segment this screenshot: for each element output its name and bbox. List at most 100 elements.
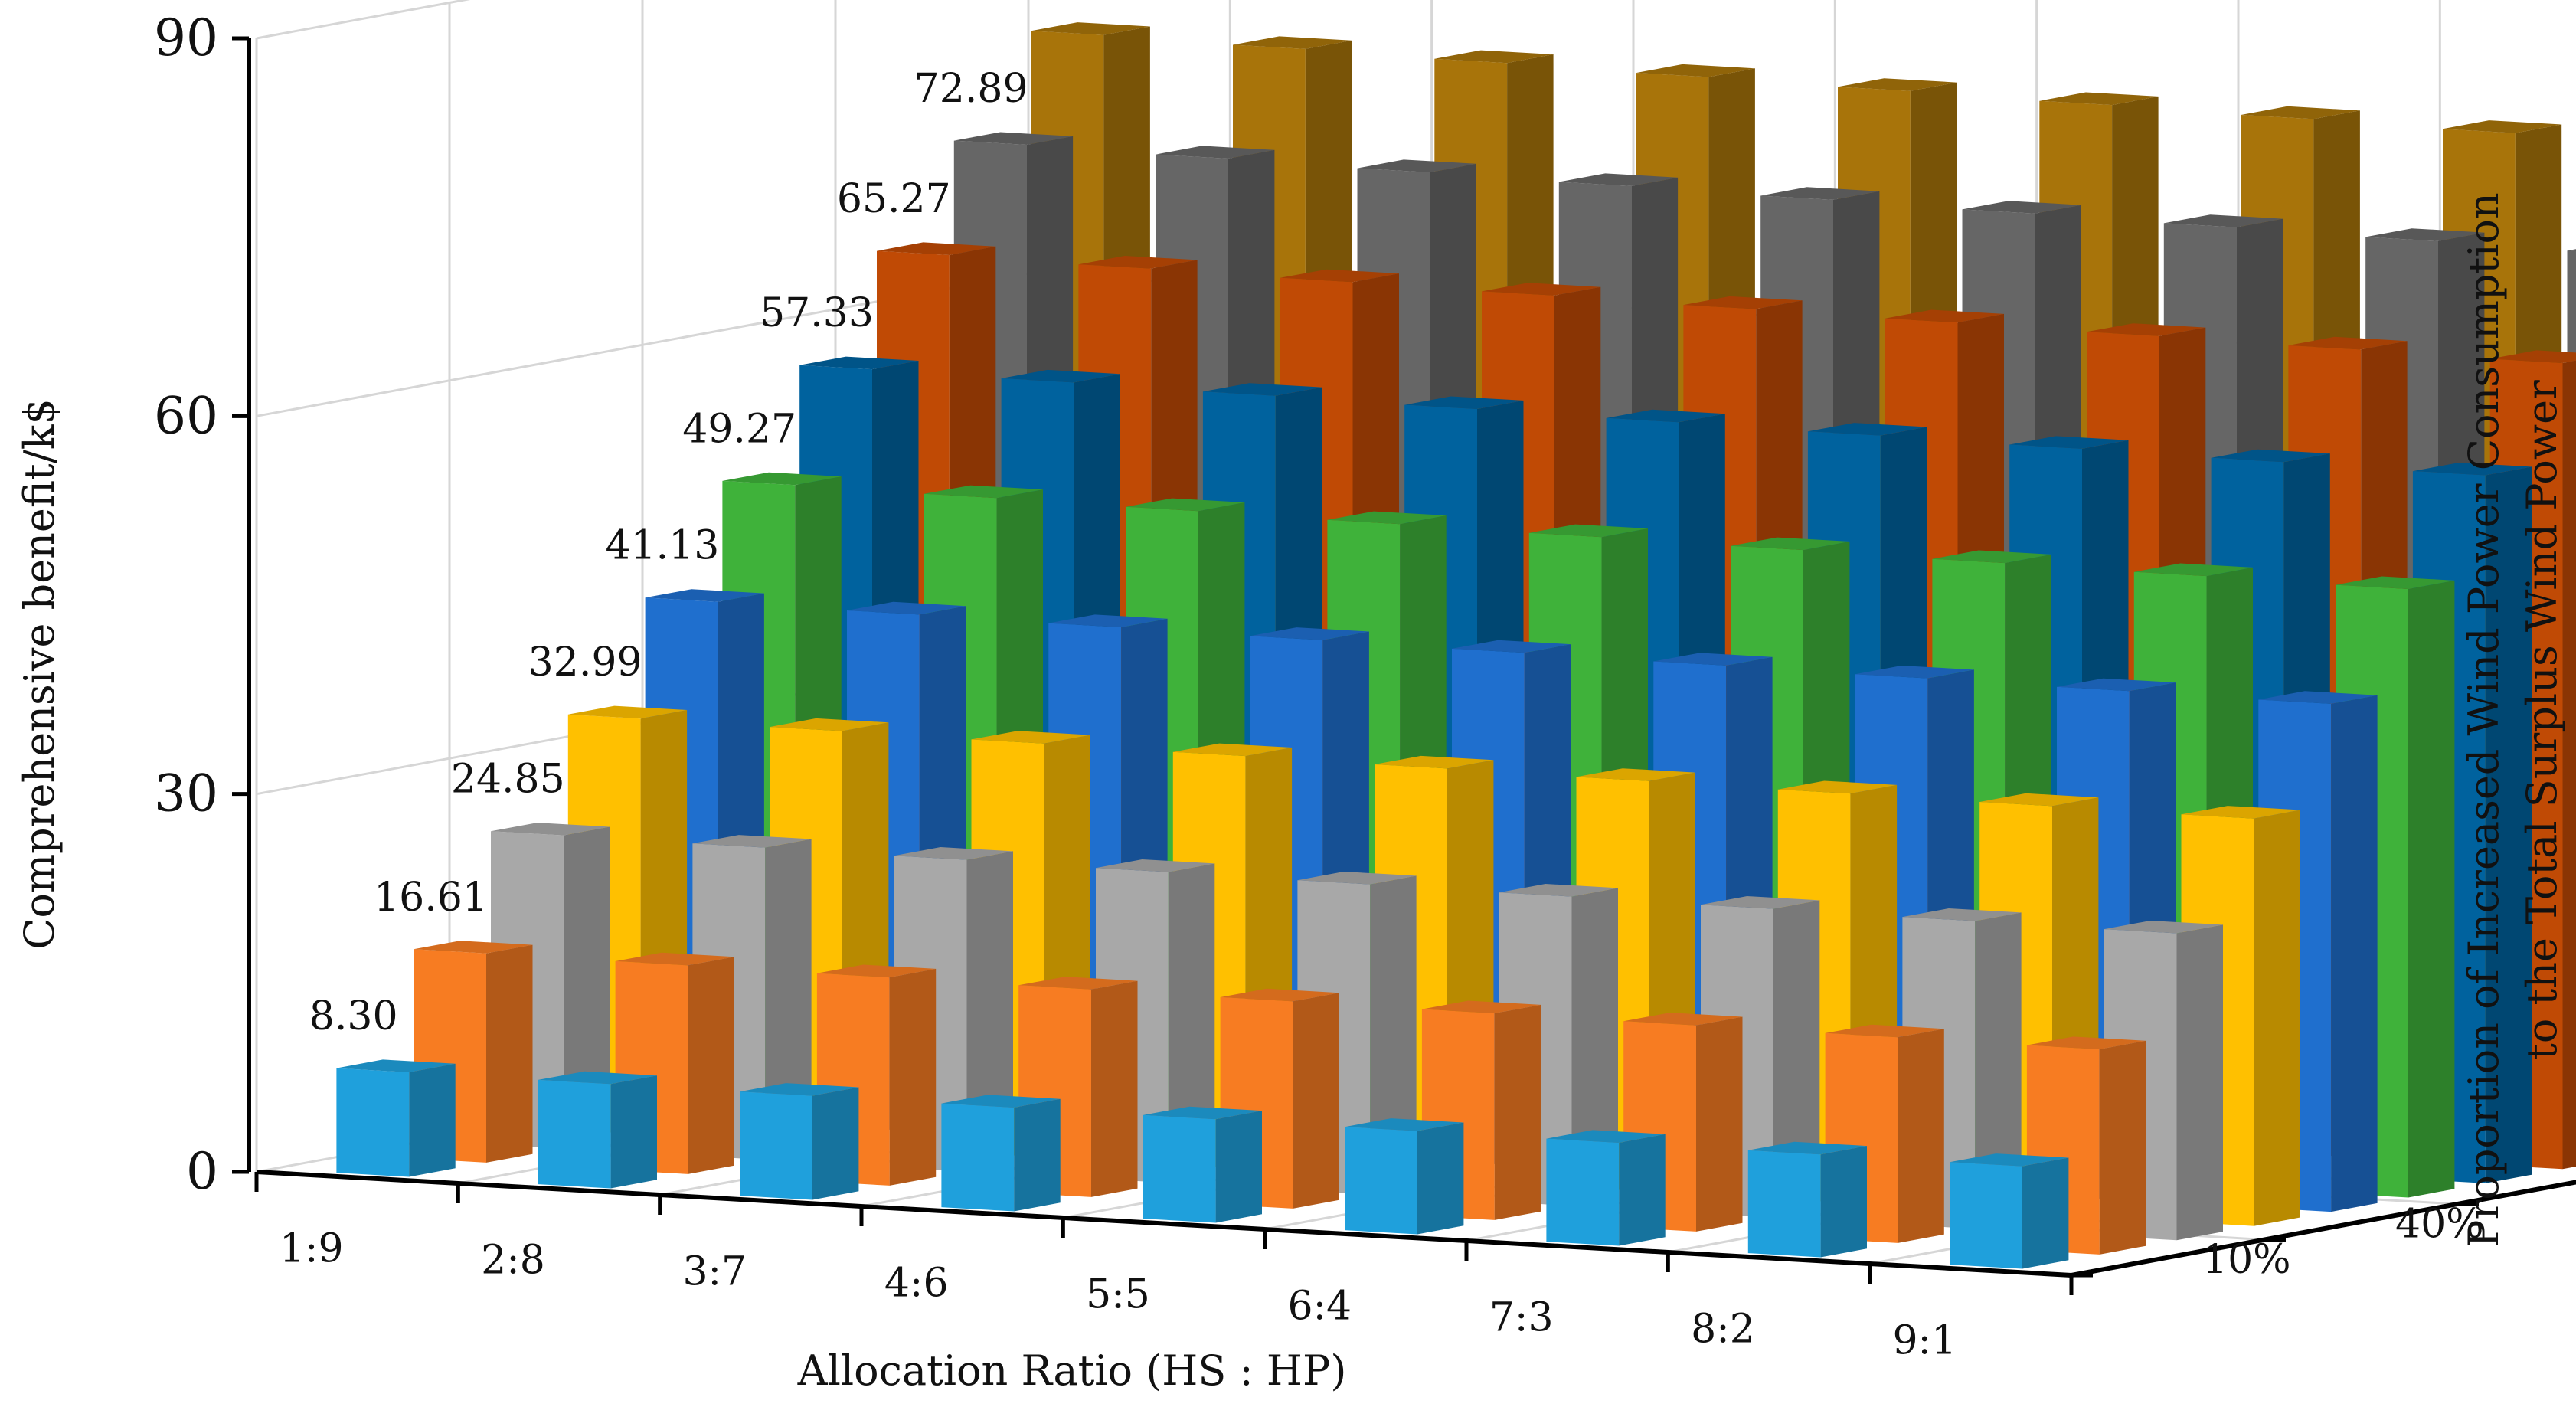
bar-top-face — [2365, 228, 2485, 241]
bar-side-face — [1619, 1134, 1666, 1246]
bar-top-face — [2087, 323, 2206, 336]
bar-top-face — [1126, 498, 1245, 512]
bar-top-face — [615, 952, 734, 966]
bar-10%-8:2 — [1747, 1141, 1867, 1258]
bar-top-face — [692, 835, 812, 848]
depth-axis-title-line2: to the Total Surplus Wind Power — [2518, 380, 2566, 1060]
bar-side-face — [2408, 580, 2455, 1198]
bar-front-face — [740, 1091, 812, 1200]
bar-top-face — [1760, 187, 1880, 200]
bar-top-face — [1250, 627, 1369, 640]
bar-front-face — [1546, 1138, 1620, 1246]
bar-top-face — [941, 1095, 1061, 1108]
y-tick-label: 0 — [186, 1142, 218, 1201]
bar-front-face — [336, 1068, 410, 1177]
bar-10%-4:6 — [941, 1095, 1061, 1212]
data-label: 24.85 — [451, 757, 565, 803]
bar-10%-9:1 — [1950, 1153, 2069, 1269]
bar-top-face — [1202, 383, 1322, 396]
bar-top-face — [2567, 249, 2576, 251]
bar-top-face — [1452, 640, 1571, 653]
bar-side-face — [610, 1075, 657, 1189]
bar-top-face — [1078, 256, 1198, 269]
gridline-y — [256, 0, 471, 40]
bar-side-face — [1898, 1029, 1944, 1243]
bar-10%-2:8 — [538, 1071, 657, 1189]
bar-side-face — [1293, 993, 1339, 1209]
data-label: 57.33 — [760, 290, 874, 336]
bar-top-face — [1297, 872, 1417, 885]
bar-top-face — [1018, 977, 1138, 990]
data-label: 65.27 — [837, 176, 951, 222]
bar-top-face — [2104, 921, 2223, 934]
bar-top-face — [847, 601, 966, 615]
bar-top-face — [1357, 159, 1476, 172]
bar-top-face — [1558, 173, 1679, 186]
bar-front-face — [1747, 1150, 1821, 1258]
bar-top-face — [1653, 653, 1773, 666]
bar-top-face — [1546, 1130, 1666, 1143]
bar-top-face — [1950, 1153, 2069, 1167]
data-label: 8.30 — [309, 993, 398, 1039]
bar-top-face — [2026, 1036, 2146, 1049]
bar-side-face — [1494, 1004, 1541, 1220]
bar-side-face — [1014, 1098, 1061, 1212]
x-tick-label: 5:5 — [1086, 1272, 1150, 1318]
x-tick-label: 7:3 — [1489, 1295, 1554, 1341]
bar-side-face — [1091, 980, 1138, 1197]
bar-top-face — [2443, 120, 2562, 133]
bar-side-face — [563, 826, 610, 1149]
bar-top-face — [2181, 806, 2300, 819]
bar-top-face — [1001, 369, 1120, 383]
bar-side-face — [765, 839, 812, 1160]
bar-top-face — [2489, 350, 2576, 363]
bar-top-face — [1747, 1141, 1867, 1155]
y-tick-label: 30 — [154, 764, 218, 823]
bar-side-face — [2099, 1040, 2146, 1255]
x-tick-label: 1:9 — [280, 1226, 344, 1272]
bar-front-face — [1345, 1127, 1417, 1235]
bar-front-face — [1143, 1114, 1216, 1223]
bar-10%-7:3 — [1546, 1130, 1666, 1246]
bar-side-face — [1773, 900, 1820, 1218]
bar-top-face — [2412, 463, 2532, 476]
bar-top-face — [1855, 666, 1974, 679]
bar-side-face — [1370, 875, 1417, 1195]
bar-side-face — [409, 1063, 456, 1177]
bar-top-face — [336, 1059, 456, 1072]
depth-tick-label: 10% — [2202, 1237, 2291, 1283]
bar-top-face — [1421, 1000, 1541, 1013]
data-label: 72.89 — [914, 66, 1028, 112]
bar-side-face — [1820, 1146, 1867, 1258]
bar-top-face — [1375, 755, 1494, 769]
bar-top-face — [1731, 537, 1850, 551]
bars — [336, 22, 2576, 1269]
bar-front-face — [1950, 1162, 2022, 1269]
bar-top-face — [1777, 780, 1898, 794]
bar-top-face — [1807, 423, 1927, 436]
bar-top-face — [1606, 409, 1725, 423]
bar-top-face — [816, 964, 937, 978]
bar-top-face — [1404, 396, 1524, 409]
bar-top-face — [2163, 214, 2283, 227]
depth-axis-title-line1: Proportion of Increased Wind Power Consu… — [2460, 192, 2508, 1248]
data-label: 80.48 — [991, 0, 1105, 2]
bar-front-face — [538, 1079, 611, 1189]
bar-top-face — [1825, 1024, 1944, 1038]
bar-top-face — [1280, 269, 1399, 283]
bar-top-face — [1434, 50, 1554, 64]
bar-top-face — [1327, 511, 1447, 525]
bar-top-face — [1962, 201, 2081, 214]
bar-top-face — [1156, 146, 1275, 159]
bar-top-face — [740, 1083, 859, 1096]
bar-top-face — [1885, 309, 2004, 323]
bar-10%-1:9 — [336, 1059, 456, 1177]
bar-top-face — [877, 242, 996, 255]
bar-top-face — [971, 731, 1090, 744]
bar-top-face — [2039, 92, 2159, 106]
bar-top-face — [799, 356, 919, 370]
bar-top-face — [1096, 859, 1215, 872]
bar-top-face — [1233, 36, 1352, 49]
bar-top-face — [1683, 296, 1803, 309]
